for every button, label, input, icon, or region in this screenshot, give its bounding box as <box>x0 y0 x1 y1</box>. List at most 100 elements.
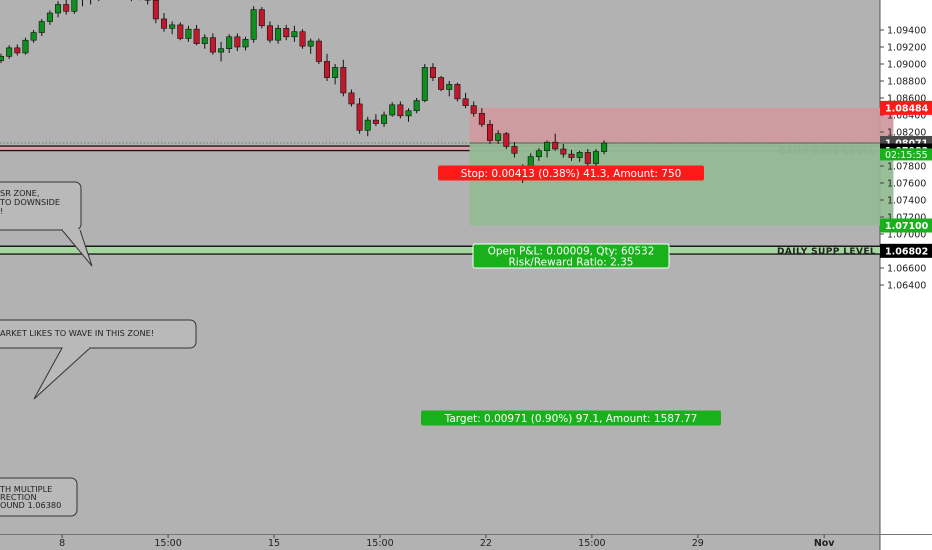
candle-body <box>503 133 510 147</box>
candle-body <box>55 4 62 14</box>
candle-body <box>568 153 575 158</box>
callout-tail-0 <box>61 229 93 267</box>
candle-body <box>22 39 29 54</box>
price-axis-background <box>880 0 932 550</box>
candle-body <box>6 47 13 57</box>
candle-body <box>226 36 233 49</box>
candle-body <box>299 31 306 47</box>
x-tick-label-6: 29 <box>692 538 704 549</box>
target-zone[interactable] <box>469 142 894 226</box>
plot-background <box>0 0 880 550</box>
countdown-label: 02:15:55 <box>885 150 928 161</box>
candle-body <box>340 67 347 94</box>
y-tick-label-10: 1.07400 <box>887 196 926 207</box>
x-tick-label-5: 15:00 <box>578 538 605 549</box>
x-tick-label-2: 15 <box>268 538 280 549</box>
y-tick-label-5: 1.08400 <box>887 111 926 122</box>
candle-body <box>348 92 355 105</box>
y-tick-label-4: 1.08600 <box>887 94 926 105</box>
candle-body <box>283 27 290 38</box>
pnl-label-box <box>472 243 670 269</box>
callout-text-0-1: TO DOWNSIDE <box>0 197 60 207</box>
target-label-box <box>421 410 721 426</box>
candle-body <box>584 152 591 164</box>
candle-body <box>242 39 249 48</box>
candle-body <box>601 142 608 152</box>
stop-label-text-0: Stop: 0.00413 (0.38%) 41.3, Amount: 750 <box>461 168 682 180</box>
candle-body <box>429 67 436 78</box>
callout-text-2-2: OUND 1.06380 <box>0 500 61 510</box>
callout-text-0-2: ! <box>0 206 3 216</box>
callout-text-2-1: RECTION <box>0 492 37 502</box>
candle-body <box>234 36 241 48</box>
candle-body <box>161 18 168 29</box>
candle-body <box>486 124 493 141</box>
candle-body <box>495 133 502 141</box>
candle-body <box>323 61 330 78</box>
callout-tail-1 <box>33 347 91 400</box>
price-tag-3 <box>880 218 932 233</box>
candle-body <box>535 150 542 157</box>
y-tick-label-3: 1.08800 <box>887 77 926 88</box>
candle-body <box>462 98 469 106</box>
candle-body <box>397 104 404 117</box>
candle-body <box>413 100 420 112</box>
stop-zone[interactable] <box>469 107 894 143</box>
candle-body <box>592 151 599 164</box>
target-label-text-0: Target: 0.00971 (0.90%) 97.1, Amount: 15… <box>444 413 698 425</box>
candle-body <box>446 84 453 90</box>
candle-body <box>560 148 567 155</box>
candle-body <box>381 114 388 124</box>
candle-body <box>332 67 339 78</box>
price-tag-label-0: 1.08484 <box>885 103 929 114</box>
y-tick-label-2: 1.09000 <box>887 60 926 71</box>
y-tick-label-15: 1.06400 <box>887 281 926 292</box>
y-tick-label-6: 1.08200 <box>887 128 926 139</box>
candle-body <box>275 27 282 41</box>
candle-body <box>152 0 159 20</box>
candle-body <box>185 28 192 39</box>
pnl-label-text-0: Open P&L: 0.00009, Qty: 60532 <box>488 246 655 258</box>
candle-body <box>307 40 314 47</box>
y-tick-label-8: 1.07800 <box>887 162 926 173</box>
x-tick-label-3: 15:00 <box>366 538 393 549</box>
candle-body <box>552 141 559 150</box>
candle-body <box>250 9 257 40</box>
candle-body <box>291 31 298 38</box>
y-tick-label-11: 1.07200 <box>887 213 926 224</box>
zone-band-1 <box>0 246 880 255</box>
candle-body <box>38 21 45 33</box>
candle-body <box>201 37 208 44</box>
candle-body <box>218 48 225 53</box>
callout-box-0 <box>0 181 82 231</box>
y-tick-label-0: 1.09400 <box>887 26 926 37</box>
y-tick-label-14: 1.06600 <box>887 264 926 275</box>
candle-body <box>209 37 216 53</box>
candle-body <box>470 105 477 114</box>
price-tag-4 <box>880 243 932 258</box>
price-tag-label-4: 1.06802 <box>885 246 928 257</box>
candle-body <box>576 152 583 158</box>
x-tick-label-7: Nov <box>814 538 835 549</box>
countdown-tag <box>880 148 932 161</box>
candle-body <box>544 141 551 151</box>
candle-body <box>315 40 322 62</box>
y-tick-label-9: 1.07600 <box>887 179 926 190</box>
callout-text-1-0: ARKET LIKES TO WAVE IN THIS ZONE! <box>0 328 154 338</box>
candle-body <box>0 56 5 61</box>
candle-body <box>364 119 371 131</box>
candle-body <box>177 24 184 39</box>
candle-body <box>46 12 53 22</box>
candle-body <box>454 84 461 100</box>
stop-label-box <box>438 165 704 181</box>
candle-body <box>421 67 428 101</box>
candle-body <box>389 104 396 116</box>
y-tick-label-12: 1.07000 <box>887 230 926 241</box>
candle-body <box>372 119 379 124</box>
candle-body <box>169 24 176 29</box>
pnl-label-text-1: Risk/Reward Ratio: 2.35 <box>509 257 634 269</box>
candle-body <box>527 156 534 168</box>
candle-body <box>511 146 518 154</box>
candle-body <box>71 0 78 12</box>
